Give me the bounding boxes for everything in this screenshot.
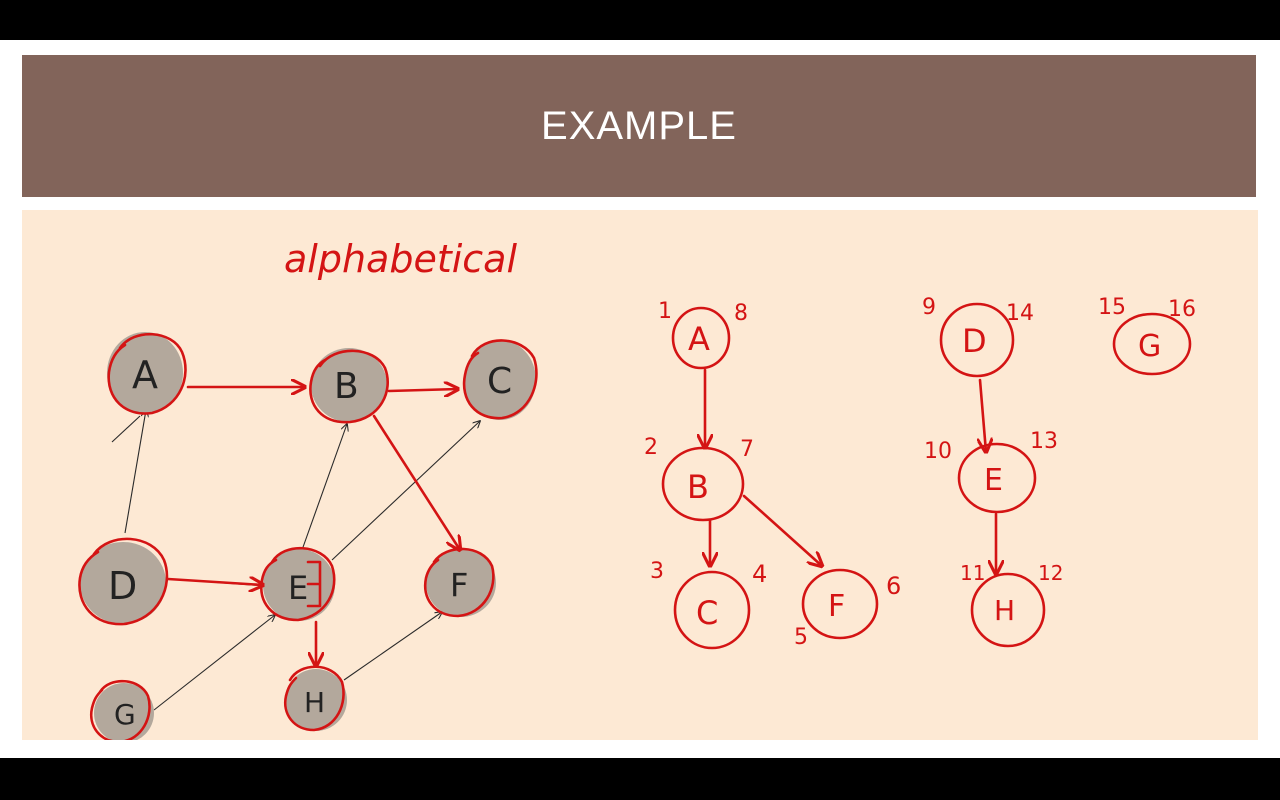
edge-e-c — [331, 421, 480, 561]
node-e: E — [260, 546, 336, 622]
slide: EXAMPLE alphabetical — [0, 40, 1280, 758]
edge-h-f — [343, 612, 442, 681]
node-h: H — [283, 665, 347, 732]
svg-text:5: 5 — [794, 625, 808, 650]
svg-text:6: 6 — [886, 572, 901, 600]
tree-node-c: C 3 4 — [650, 559, 767, 650]
svg-text:3: 3 — [650, 559, 664, 584]
svg-text:11: 11 — [960, 561, 985, 585]
svg-text:F: F — [828, 589, 845, 624]
svg-text:C: C — [487, 361, 512, 402]
svg-text:E: E — [288, 569, 308, 607]
dfs-forest: A 1 8 B 2 7 C 3 4 F — [644, 295, 1196, 650]
red-edge-b-f — [372, 414, 460, 550]
tree-node-a: A 1 8 — [658, 299, 748, 370]
svg-text:13: 13 — [1030, 429, 1058, 454]
svg-text:C: C — [696, 594, 718, 632]
svg-text:G: G — [1138, 329, 1161, 364]
svg-text:7: 7 — [740, 437, 754, 462]
svg-text:16: 16 — [1168, 297, 1196, 322]
svg-text:14: 14 — [1006, 301, 1034, 326]
svg-text:10: 10 — [924, 439, 952, 464]
tree-node-g: G 15 16 — [1098, 295, 1196, 376]
svg-text:D: D — [108, 564, 137, 608]
node-f: F — [423, 547, 496, 618]
tree-edge-b-f — [742, 494, 822, 566]
svg-text:H: H — [304, 686, 325, 719]
slide-title: EXAMPLE — [541, 103, 737, 148]
node-d: D — [78, 537, 169, 626]
svg-text:15: 15 — [1098, 295, 1126, 320]
red-edge-b-c — [387, 389, 458, 391]
svg-text:B: B — [334, 366, 359, 407]
edge-e-b — [301, 424, 347, 551]
tree-node-d: D 9 14 — [922, 295, 1034, 378]
tree-node-e: E 10 13 — [924, 429, 1058, 514]
tree-edge-d-e — [980, 378, 986, 452]
svg-text:B: B — [687, 468, 709, 506]
annotation-alphabetical: alphabetical — [284, 237, 517, 281]
svg-text:12: 12 — [1038, 561, 1063, 585]
node-c: C — [462, 339, 538, 420]
title-bar: EXAMPLE — [22, 55, 1256, 197]
svg-text:F: F — [450, 566, 468, 604]
svg-text:2: 2 — [644, 435, 658, 460]
node-a: A — [107, 332, 187, 415]
svg-text:1: 1 — [658, 299, 672, 324]
traversal-arrows — [166, 387, 460, 666]
svg-text:D: D — [962, 322, 987, 360]
red-edge-d-e — [166, 579, 263, 585]
slide-content: alphabetical A — [22, 210, 1258, 740]
edge-d-a — [124, 410, 146, 534]
node-b: B — [309, 348, 389, 424]
tree-node-f: F 5 6 — [794, 568, 901, 650]
tree-node-h: H 11 12 — [960, 561, 1063, 648]
graph-nodes: A B C D — [78, 332, 538, 740]
node-g: G — [89, 679, 154, 740]
edge-d-a-hook — [111, 415, 141, 443]
svg-text:8: 8 — [734, 301, 748, 326]
svg-text:4: 4 — [752, 560, 767, 588]
tree-node-b: B 2 7 — [644, 435, 754, 522]
svg-text:G: G — [114, 698, 136, 731]
svg-text:9: 9 — [922, 295, 936, 320]
svg-text:H: H — [994, 594, 1015, 627]
svg-text:A: A — [688, 320, 710, 358]
svg-text:E: E — [984, 463, 1003, 498]
svg-text:A: A — [132, 353, 158, 397]
diagram-canvas: alphabetical A — [78, 237, 1196, 740]
edge-g-e — [153, 615, 275, 711]
